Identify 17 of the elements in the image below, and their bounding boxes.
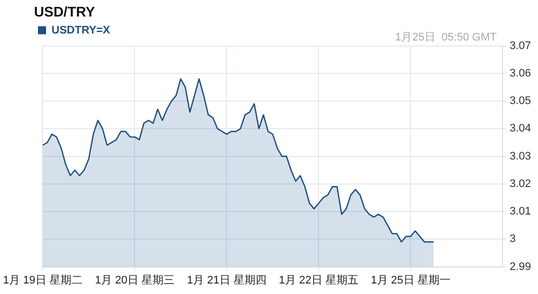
y-tick-label: 3.04	[510, 122, 532, 135]
x-tick-label: 1月 20日 星期三	[94, 274, 174, 286]
text: 1月25日 05:50 GMT	[395, 31, 497, 44]
y-tick-label: 3.05	[510, 95, 532, 108]
y-tick-label: 3.03	[510, 150, 532, 162]
y-tick-label: 3.07	[510, 40, 532, 52]
y-tick-label: 2.99	[510, 260, 532, 273]
legend-label: USDTRY=X	[52, 24, 111, 36]
chart-title: USD/TRY	[34, 3, 96, 20]
x-tick-label: 1月 25日 星期一	[370, 274, 450, 286]
y-tick-label: 3.02	[510, 178, 532, 190]
x-tick-label: 1月 21日 星期四	[186, 274, 266, 286]
y-tick-label: 3.01	[510, 206, 532, 218]
x-tick-label: 1月 22日 星期五	[278, 274, 358, 286]
y-tick-label: 3	[510, 233, 516, 246]
y-tick-label: 3.06	[510, 67, 532, 80]
x-tick-label: 1月 19日 星期二	[3, 274, 82, 286]
